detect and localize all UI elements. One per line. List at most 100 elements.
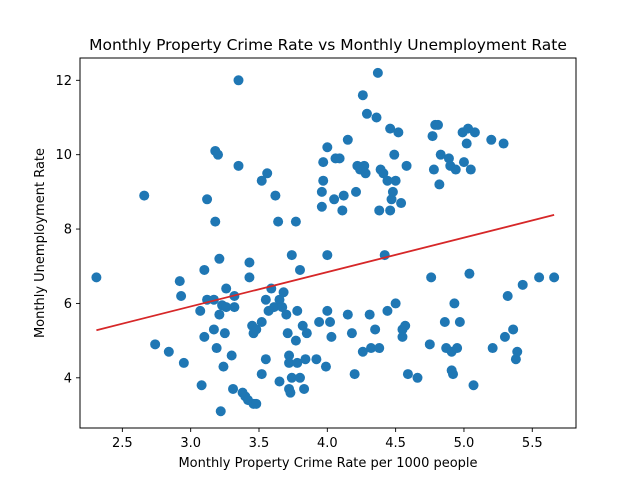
data-point [269, 302, 280, 313]
data-point [360, 168, 371, 179]
data-point [256, 317, 267, 328]
data-point [299, 383, 310, 394]
data-point [349, 369, 360, 380]
data-point [229, 302, 240, 313]
data-point [499, 331, 510, 342]
data-point [284, 357, 295, 368]
data-point [322, 142, 333, 153]
y-tick-label: 10 [55, 148, 72, 163]
x-tick-label: 5.0 [454, 436, 475, 451]
data-point [260, 354, 271, 365]
data-point [290, 216, 301, 227]
data-point [468, 380, 479, 391]
x-tick-label: 5.5 [522, 436, 543, 451]
data-point [215, 406, 226, 417]
data-point [286, 372, 297, 383]
data-point [286, 250, 297, 261]
data-point [357, 346, 368, 357]
data-point [449, 298, 460, 309]
data-point [401, 160, 412, 171]
data-point [465, 164, 476, 175]
data-point [371, 112, 382, 123]
data-point [374, 343, 385, 354]
data-point [390, 298, 401, 309]
y-axis: 4 6 8 10 12 [55, 74, 80, 386]
data-point [361, 108, 372, 119]
data-point [366, 343, 377, 354]
data-point [281, 309, 292, 320]
data-point [374, 205, 385, 216]
data-point [389, 149, 400, 160]
data-point [426, 272, 437, 283]
x-tick-label: 3.5 [249, 436, 270, 451]
data-point [510, 354, 521, 365]
data-point [178, 357, 189, 368]
data-point [297, 320, 308, 331]
data-point [199, 264, 210, 275]
data-point [256, 175, 267, 186]
y-tick-label: 8 [64, 223, 72, 238]
data-point [382, 175, 393, 186]
data-point [534, 272, 545, 283]
data-point [202, 194, 213, 205]
data-point [284, 350, 295, 361]
data-point [364, 309, 375, 320]
data-point [342, 134, 353, 145]
data-point [427, 131, 438, 142]
data-point [549, 272, 560, 283]
data-point [221, 302, 232, 313]
data-point [196, 380, 207, 391]
data-point [338, 190, 349, 201]
data-point [174, 276, 185, 287]
data-point [218, 361, 229, 372]
data-point [274, 376, 285, 387]
data-point [434, 179, 445, 190]
y-tick-label: 4 [64, 371, 72, 386]
data-point [199, 331, 210, 342]
data-point [448, 369, 459, 380]
data-point [512, 346, 523, 357]
data-point [378, 168, 389, 179]
data-point [292, 357, 303, 368]
data-point [214, 309, 225, 320]
data-point [285, 387, 296, 398]
data-point [256, 369, 267, 380]
data-point [517, 279, 528, 290]
data-point [397, 331, 408, 342]
data-point [163, 346, 174, 357]
data-point [329, 194, 340, 205]
data-point [311, 354, 322, 365]
data-point [233, 75, 244, 86]
data-point [219, 328, 230, 339]
data-point [214, 253, 225, 264]
data-point [251, 398, 262, 409]
data-point [443, 153, 454, 164]
data-point [320, 361, 331, 372]
x-tick-label: 4.5 [385, 436, 406, 451]
data-point [210, 216, 221, 227]
data-point [300, 354, 311, 365]
data-point [428, 164, 439, 175]
data-point [316, 201, 327, 212]
data-point [382, 305, 393, 316]
data-point [322, 250, 333, 261]
data-point [402, 369, 413, 380]
data-point [508, 324, 519, 335]
data-point [412, 372, 423, 383]
data-point [498, 138, 509, 149]
data-point [290, 335, 301, 346]
data-point [393, 127, 404, 138]
data-point [226, 350, 237, 361]
data-point [316, 186, 327, 197]
data-point [318, 175, 329, 186]
data-point [139, 190, 150, 201]
data-point [208, 324, 219, 335]
chart-title: Monthly Property Crime Rate vs Monthly U… [89, 36, 567, 54]
data-point [486, 134, 497, 145]
data-point [326, 331, 337, 342]
data-point [262, 168, 273, 179]
data-point [273, 216, 284, 227]
data-point [385, 205, 396, 216]
data-point [277, 302, 288, 313]
data-point [432, 119, 443, 130]
